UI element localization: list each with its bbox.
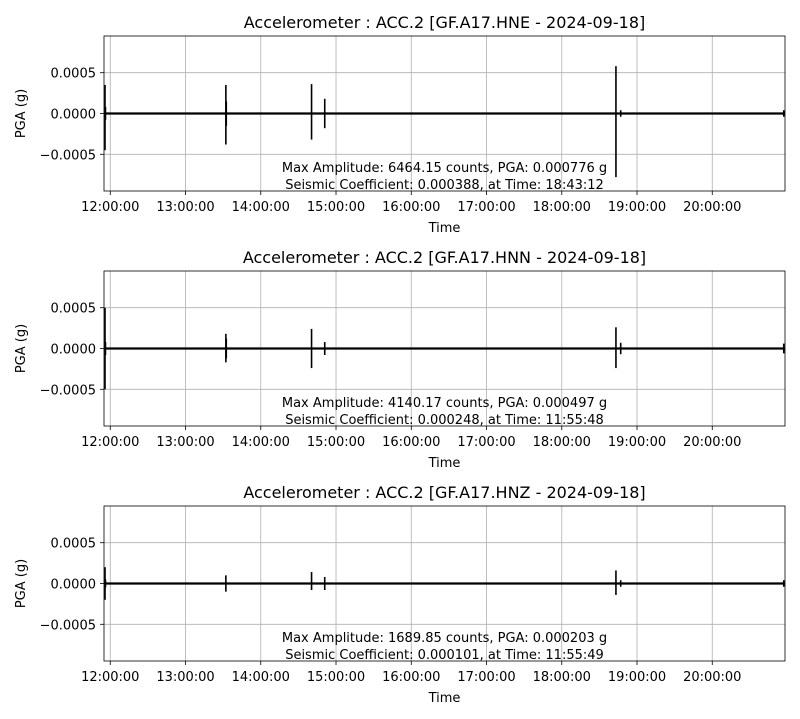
x-tick-label: 12:00:00 xyxy=(81,670,139,685)
max-amplitude-annotation: Seismic Coefficient: 0.000388, at Time: … xyxy=(285,178,604,193)
x-tick-label: 19:00:00 xyxy=(608,670,666,685)
x-tick-label: 14:00:00 xyxy=(232,200,290,215)
series-1 xyxy=(104,66,785,178)
x-axis-label: Time xyxy=(428,691,461,706)
x-tick-label: 16:00:00 xyxy=(382,670,440,685)
x-tick-label: 14:00:00 xyxy=(232,435,290,450)
series-1 xyxy=(104,567,785,600)
x-axis-label: Time xyxy=(428,221,461,236)
max-amplitude-annotation: Seismic Coefficient: 0.000248, at Time: … xyxy=(285,413,604,428)
series-1 xyxy=(104,307,785,390)
x-axis-label: Time xyxy=(428,456,461,471)
x-tick-label: 13:00:00 xyxy=(156,200,214,215)
x-tick-label: 14:00:00 xyxy=(232,670,290,685)
y-axis-label: PGA (g) xyxy=(14,559,29,608)
chart-title: Accelerometer : ACC.2 [GF.A17.HNE - 2024… xyxy=(244,13,645,32)
x-tick-label: 20:00:00 xyxy=(683,200,741,215)
max-amplitude-annotation: Max Amplitude: 1689.85 counts, PGA: 0.00… xyxy=(282,631,607,646)
x-tick-label: 17:00:00 xyxy=(457,200,515,215)
y-tick-label: −0.0005 xyxy=(40,148,96,163)
chart-panel-3: Accelerometer : ACC.2 [GF.A17.HNZ - 2024… xyxy=(14,483,786,706)
y-tick-label: 0.0005 xyxy=(51,67,97,82)
x-tick-label: 12:00:00 xyxy=(81,200,139,215)
x-tick-label: 15:00:00 xyxy=(307,435,365,450)
y-tick-label: 0.0000 xyxy=(51,108,97,123)
x-tick-label: 20:00:00 xyxy=(683,435,741,450)
x-tick-label: 15:00:00 xyxy=(307,670,365,685)
chart-title: Accelerometer : ACC.2 [GF.A17.HNZ - 2024… xyxy=(243,483,645,502)
y-axis-label: PGA (g) xyxy=(14,324,29,373)
x-tick-label: 19:00:00 xyxy=(608,200,666,215)
chart-title: Accelerometer : ACC.2 [GF.A17.HNN - 2024… xyxy=(243,248,646,267)
x-tick-label: 12:00:00 xyxy=(81,435,139,450)
x-tick-label: 16:00:00 xyxy=(382,435,440,450)
x-tick-label: 16:00:00 xyxy=(382,200,440,215)
chart-panel-1: Accelerometer : ACC.2 [GF.A17.HNE - 2024… xyxy=(14,13,786,236)
max-amplitude-annotation: Max Amplitude: 4140.17 counts, PGA: 0.00… xyxy=(282,396,607,411)
max-amplitude-annotation: Max Amplitude: 6464.15 counts, PGA: 0.00… xyxy=(282,161,607,176)
chart-panel-2: Accelerometer : ACC.2 [GF.A17.HNN - 2024… xyxy=(14,248,786,471)
x-tick-label: 13:00:00 xyxy=(156,435,214,450)
x-tick-label: 17:00:00 xyxy=(457,435,515,450)
x-tick-label: 18:00:00 xyxy=(533,670,591,685)
y-tick-label: 0.0000 xyxy=(51,343,97,358)
x-tick-label: 18:00:00 xyxy=(533,435,591,450)
y-tick-label: 0.0005 xyxy=(51,537,97,552)
x-tick-label: 20:00:00 xyxy=(683,670,741,685)
x-tick-label: 13:00:00 xyxy=(156,670,214,685)
x-tick-label: 18:00:00 xyxy=(533,200,591,215)
max-amplitude-annotation: Seismic Coefficient: 0.000101, at Time: … xyxy=(285,648,604,663)
y-tick-label: 0.0000 xyxy=(51,578,97,593)
x-tick-label: 19:00:00 xyxy=(608,435,666,450)
y-tick-label: −0.0005 xyxy=(40,383,96,398)
x-tick-label: 17:00:00 xyxy=(457,670,515,685)
y-tick-label: −0.0005 xyxy=(40,618,96,633)
y-axis-label: PGA (g) xyxy=(14,89,29,138)
y-tick-label: 0.0005 xyxy=(51,302,97,317)
x-tick-label: 15:00:00 xyxy=(307,200,365,215)
